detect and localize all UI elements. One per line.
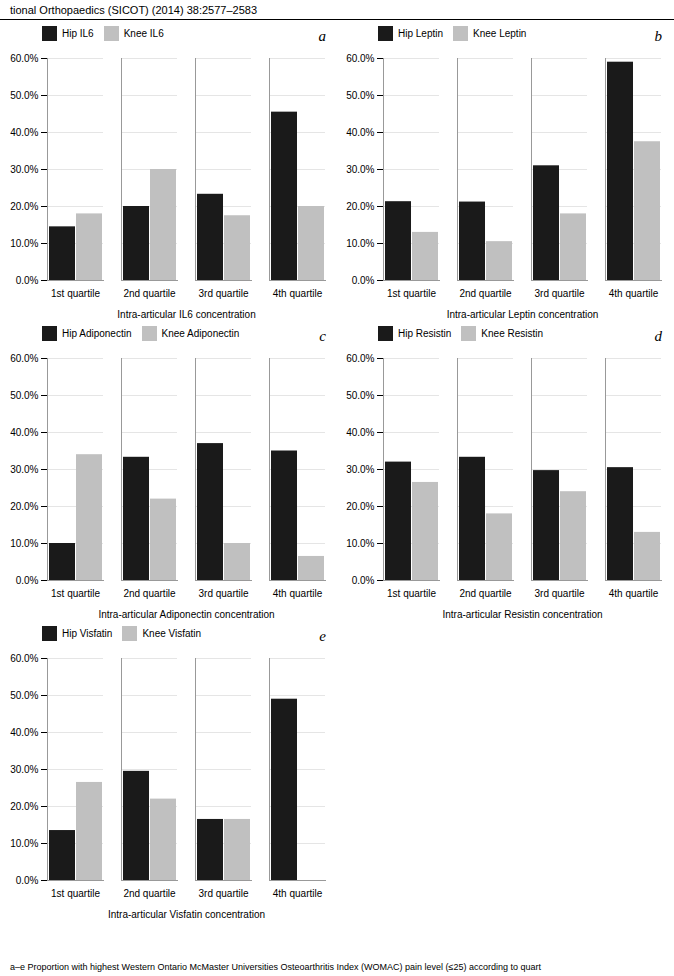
html-text:Knee IL6: Knee IL6	[123, 28, 164, 39]
svg-text:0.0%: 0.0%	[16, 875, 39, 886]
svg-text:50.0%: 50.0%	[346, 390, 374, 401]
svg-text:10.0%: 10.0%	[10, 838, 38, 849]
svg-text:60.0%: 60.0%	[10, 53, 38, 64]
svg-text:40.0%: 40.0%	[10, 727, 38, 738]
html-text:Hip Adiponectin: Hip Adiponectin	[62, 328, 132, 339]
html-text:Hip Leptin: Hip Leptin	[398, 28, 443, 39]
svg-text:Intra-articular Resistin conce: Intra-articular Resistin concentration	[442, 609, 602, 620]
svg-text:20.0%: 20.0%	[10, 501, 38, 512]
svg-text:1st quartile: 1st quartile	[51, 288, 100, 299]
svg-text:30.0%: 30.0%	[346, 164, 374, 175]
svg-text:Intra-articular IL6 concentrat: Intra-articular IL6 concentration	[117, 309, 255, 320]
svg-text:20.0%: 20.0%	[10, 201, 38, 212]
svg-text:30.0%: 30.0%	[10, 764, 38, 775]
html-text:c: c	[319, 327, 326, 344]
svg-text:1st quartile: 1st quartile	[387, 288, 436, 299]
svg-text:30.0%: 30.0%	[10, 464, 38, 475]
svg-text:2nd quartile: 2nd quartile	[123, 588, 176, 599]
html-text:Knee Leptin: Knee Leptin	[473, 28, 527, 39]
svg-text:1st quartile: 1st quartile	[51, 888, 100, 899]
svg-text:Intra-articular Leptin concent: Intra-articular Leptin concentration	[447, 309, 599, 320]
svg-text:60.0%: 60.0%	[10, 353, 38, 364]
svg-text:0.0%: 0.0%	[16, 575, 39, 586]
svg-text:4th quartile: 4th quartile	[609, 288, 659, 299]
svg-text:Intra-articular Adiponectin co: Intra-articular Adiponectin concentratio…	[98, 609, 274, 620]
svg-text:20.0%: 20.0%	[346, 501, 374, 512]
svg-text:30.0%: 30.0%	[10, 164, 38, 175]
svg-text:60.0%: 60.0%	[346, 53, 374, 64]
svg-text:50.0%: 50.0%	[10, 690, 38, 701]
html-text:Hip IL6: Hip IL6	[62, 28, 94, 39]
html-text:Hip Visfatin: Hip Visfatin	[62, 628, 113, 639]
svg-text:3rd quartile: 3rd quartile	[198, 288, 248, 299]
svg-text:0.0%: 0.0%	[352, 575, 375, 586]
svg-text:40.0%: 40.0%	[346, 427, 374, 438]
html-text:Knee Adiponectin: Knee Adiponectin	[161, 328, 240, 339]
svg-text:2nd quartile: 2nd quartile	[123, 288, 176, 299]
svg-text:10.0%: 10.0%	[346, 538, 374, 549]
svg-text:10.0%: 10.0%	[10, 538, 38, 549]
html-text:a: a	[318, 27, 326, 44]
svg-text:10.0%: 10.0%	[10, 238, 38, 249]
svg-text:60.0%: 60.0%	[10, 653, 38, 664]
svg-text:0.0%: 0.0%	[16, 275, 39, 286]
html-text:tional Orthopaedics (SICOT) (2: tional Orthopaedics (SICOT) (2014) 38:25…	[10, 4, 257, 16]
svg-text:4th quartile: 4th quartile	[273, 888, 323, 899]
svg-text:40.0%: 40.0%	[346, 127, 374, 138]
svg-text:1st quartile: 1st quartile	[51, 588, 100, 599]
svg-text:4th quartile: 4th quartile	[273, 588, 323, 599]
html-text:e: e	[319, 627, 326, 644]
html-text:b: b	[654, 27, 662, 44]
html-text:a–e Proportion with highest We: a–e Proportion with highest Western Onta…	[10, 962, 541, 972]
svg-text:20.0%: 20.0%	[10, 801, 38, 812]
svg-text:2nd quartile: 2nd quartile	[459, 588, 512, 599]
svg-text:50.0%: 50.0%	[10, 390, 38, 401]
html-text:Knee Visfatin: Knee Visfatin	[142, 628, 202, 639]
svg-text:0.0%: 0.0%	[352, 275, 375, 286]
html-text:Knee Resistin: Knee Resistin	[481, 328, 544, 339]
svg-text:2nd quartile: 2nd quartile	[123, 888, 176, 899]
svg-text:3rd quartile: 3rd quartile	[198, 588, 248, 599]
svg-text:30.0%: 30.0%	[346, 464, 374, 475]
svg-text:2nd quartile: 2nd quartile	[459, 288, 512, 299]
svg-text:3rd quartile: 3rd quartile	[534, 288, 584, 299]
svg-text:40.0%: 40.0%	[10, 427, 38, 438]
svg-text:60.0%: 60.0%	[346, 353, 374, 364]
svg-text:Intra-articular Visfatin conce: Intra-articular Visfatin concentration	[108, 909, 265, 920]
svg-text:1st quartile: 1st quartile	[387, 588, 436, 599]
svg-text:50.0%: 50.0%	[10, 90, 38, 101]
svg-text:50.0%: 50.0%	[346, 90, 374, 101]
html-text:Hip Resistin: Hip Resistin	[398, 328, 452, 339]
html-text:d: d	[654, 327, 662, 344]
svg-text:10.0%: 10.0%	[346, 238, 374, 249]
svg-text:3rd quartile: 3rd quartile	[534, 588, 584, 599]
svg-text:4th quartile: 4th quartile	[609, 588, 659, 599]
svg-text:3rd quartile: 3rd quartile	[198, 888, 248, 899]
svg-text:20.0%: 20.0%	[346, 201, 374, 212]
svg-text:4th quartile: 4th quartile	[273, 288, 323, 299]
svg-text:40.0%: 40.0%	[10, 127, 38, 138]
